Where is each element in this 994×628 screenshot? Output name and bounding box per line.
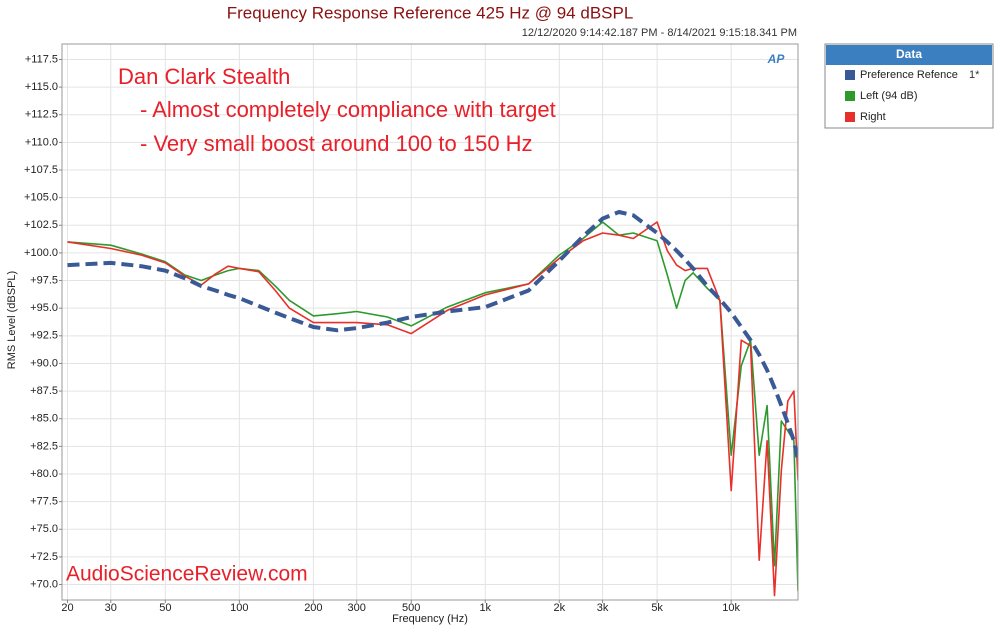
y-tick-label: +95.0 (30, 302, 58, 314)
annotation: Dan Clark Stealth (118, 64, 290, 89)
y-tick-label: +90.0 (30, 357, 58, 369)
legend-swatch (845, 70, 855, 80)
x-tick-label: 20 (61, 602, 73, 614)
y-tick-label: +112.5 (25, 109, 58, 121)
legend-label: Preference Refence (860, 69, 958, 81)
x-tick-label: 2k (553, 602, 565, 614)
x-tick-label: 5k (651, 602, 663, 614)
y-tick-label: +75.0 (30, 523, 58, 535)
y-tick-label: +72.5 (30, 551, 58, 563)
y-tick-label: +70.0 (30, 578, 58, 590)
x-tick-label: 500 (402, 602, 420, 614)
y-tick-label: +105.0 (24, 192, 58, 204)
legend-swatch (845, 91, 855, 101)
legend-marker: 1* (969, 69, 980, 81)
legend-label: Left (94 dB) (860, 90, 917, 102)
chart-title: Frequency Response Reference 425 Hz @ 94… (227, 3, 634, 22)
y-tick-label: +102.5 (24, 219, 58, 231)
y-tick-label: +87.5 (30, 385, 58, 397)
legend-swatch (845, 112, 855, 122)
legend-header (826, 45, 992, 65)
x-axis-label: Frequency (Hz) (392, 613, 468, 625)
x-tick-label: 3k (597, 602, 609, 614)
annotation: - Almost completely compliance with targ… (140, 97, 556, 122)
x-tick-label: 30 (105, 602, 117, 614)
logo: AP (767, 52, 786, 66)
y-tick-label: +85.0 (30, 413, 58, 425)
y-tick-label: +117.5 (25, 53, 58, 65)
series-line (67, 221, 798, 592)
y-tick-label: +77.5 (30, 496, 58, 508)
y-tick-label: +80.0 (30, 468, 58, 480)
legend-label: Right (860, 111, 886, 123)
legend-title: Data (896, 47, 922, 61)
series-line (67, 210, 798, 462)
plot-area (62, 44, 798, 600)
series-line (67, 221, 798, 597)
y-tick-label: +82.5 (30, 440, 58, 452)
legend: Data 1* Preference Refence Left (94 dB) Ri… (824, 43, 994, 129)
x-tick-label: 50 (159, 602, 171, 614)
x-tick-label: 100 (230, 602, 248, 614)
y-tick-label: +97.5 (30, 274, 58, 286)
plot-border (61, 43, 799, 601)
x-tick-label: 10k (722, 602, 740, 614)
chart-subtitle: 12/12/2020 9:14:42.187 PM - 8/14/2021 9:… (522, 27, 797, 39)
x-tick-label: 200 (304, 602, 322, 614)
y-tick-label: +100.0 (24, 247, 58, 259)
x-tick-label: 1k (479, 602, 491, 614)
y-axis-label: RMS Level (dBSPL) (6, 271, 18, 369)
y-tick-label: +107.5 (24, 164, 58, 176)
y-tick-label: +115.0 (25, 81, 58, 93)
series-group (67, 210, 798, 597)
annotation: - Very small boost around 100 to 150 Hz (140, 131, 533, 156)
y-tick-label: +110.0 (25, 136, 58, 148)
y-tick-label: +92.5 (30, 330, 58, 342)
x-tick-label: 300 (347, 602, 365, 614)
watermark: AudioScienceReview.com (66, 563, 308, 586)
